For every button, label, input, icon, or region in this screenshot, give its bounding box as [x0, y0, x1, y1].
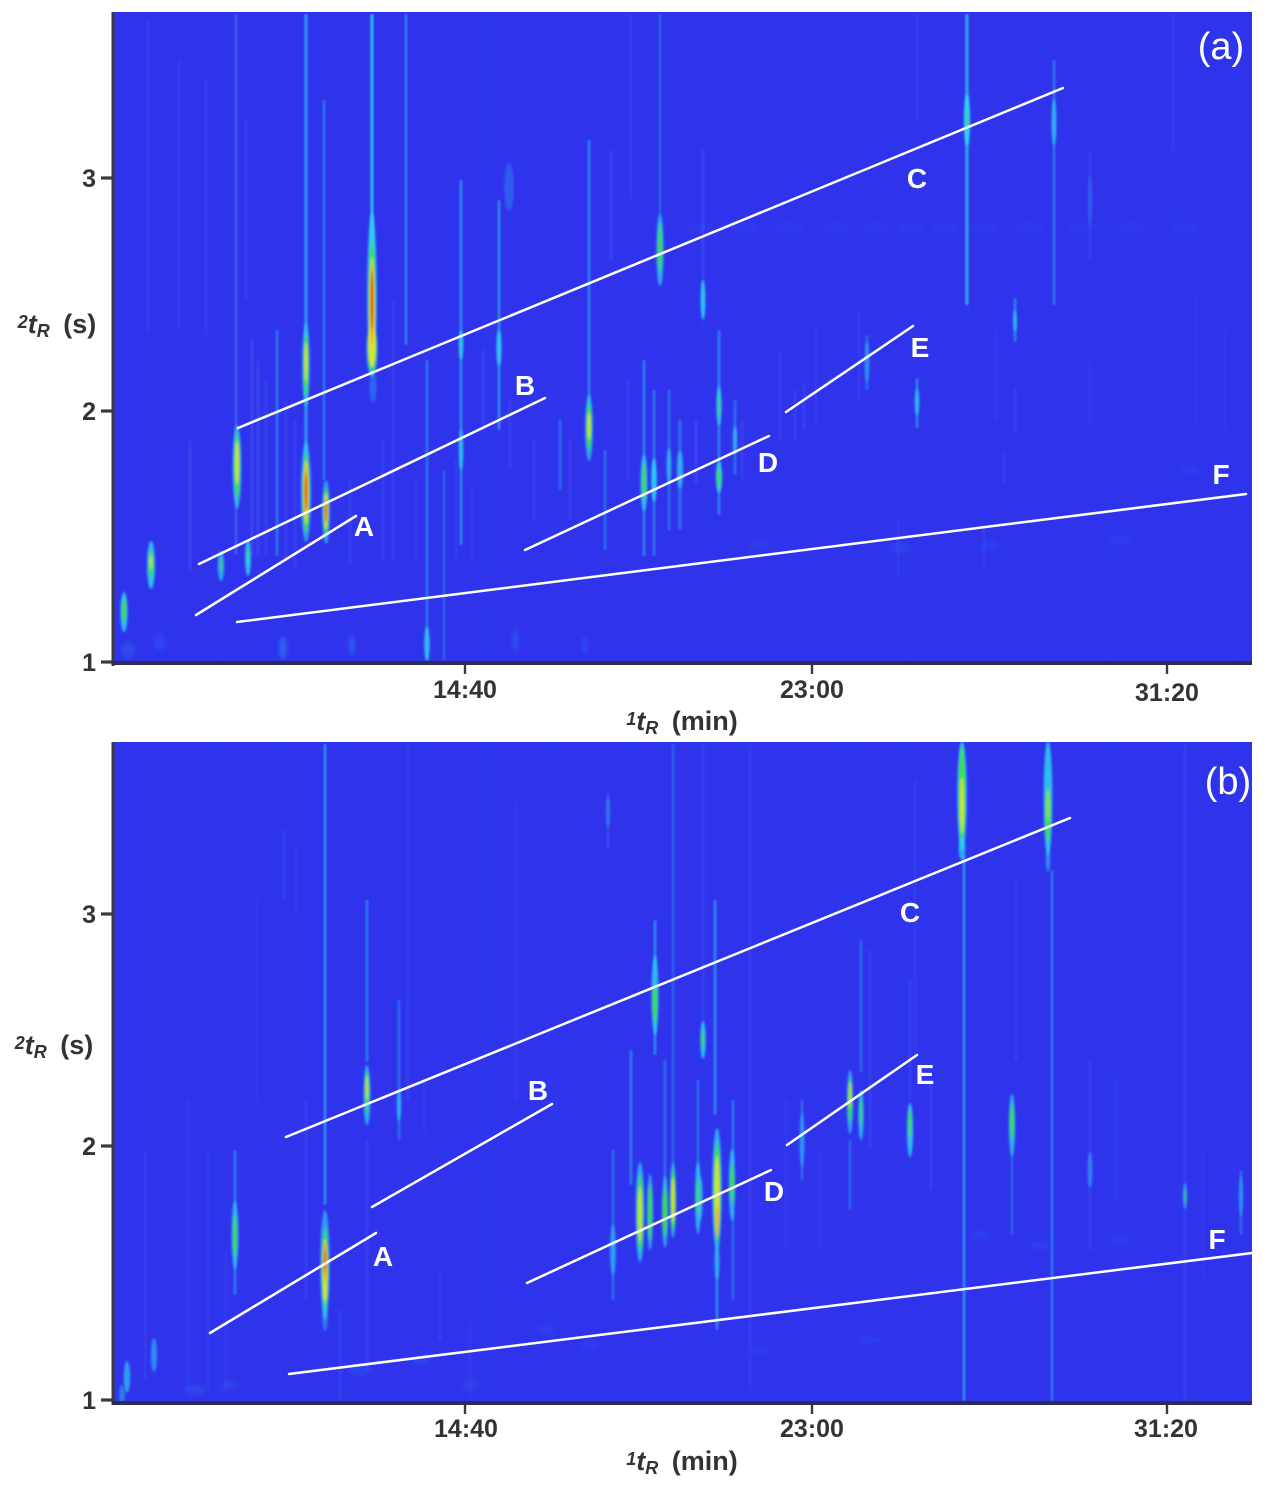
svg-text:E: E	[916, 1059, 935, 1090]
svg-text:C: C	[900, 897, 920, 928]
svg-text:3: 3	[82, 165, 96, 193]
svg-text:(b): (b)	[1205, 761, 1251, 803]
svg-text:2: 2	[82, 398, 96, 426]
svg-text:1: 1	[82, 1387, 96, 1415]
svg-text:31:20: 31:20	[1134, 1415, 1198, 1443]
svg-text:A: A	[373, 1241, 393, 1272]
svg-text:1: 1	[82, 649, 96, 677]
svg-text:23:00: 23:00	[780, 676, 844, 704]
svg-text:(a): (a)	[1198, 26, 1244, 68]
svg-text:3: 3	[82, 901, 96, 929]
svg-text:14:40: 14:40	[434, 1415, 498, 1443]
svg-text:2tR (s): 2tR (s)	[14, 1030, 94, 1062]
svg-text:E: E	[911, 332, 930, 363]
svg-text:F: F	[1212, 459, 1229, 490]
svg-text:2tR (s): 2tR (s)	[17, 309, 97, 341]
svg-text:B: B	[515, 370, 535, 401]
svg-text:A: A	[354, 511, 374, 542]
svg-text:D: D	[758, 447, 778, 478]
svg-text:2: 2	[82, 1133, 96, 1161]
svg-text:C: C	[907, 163, 927, 194]
svg-text:B: B	[528, 1075, 548, 1106]
svg-text:D: D	[764, 1176, 784, 1207]
svg-text:1tR (min): 1tR (min)	[626, 706, 738, 738]
svg-text:1tR (min): 1tR (min)	[626, 1446, 738, 1478]
svg-text:31:20: 31:20	[1135, 679, 1199, 707]
svg-text:23:00: 23:00	[780, 1415, 844, 1443]
svg-text:14:40: 14:40	[433, 676, 497, 704]
svg-text:F: F	[1208, 1224, 1225, 1255]
